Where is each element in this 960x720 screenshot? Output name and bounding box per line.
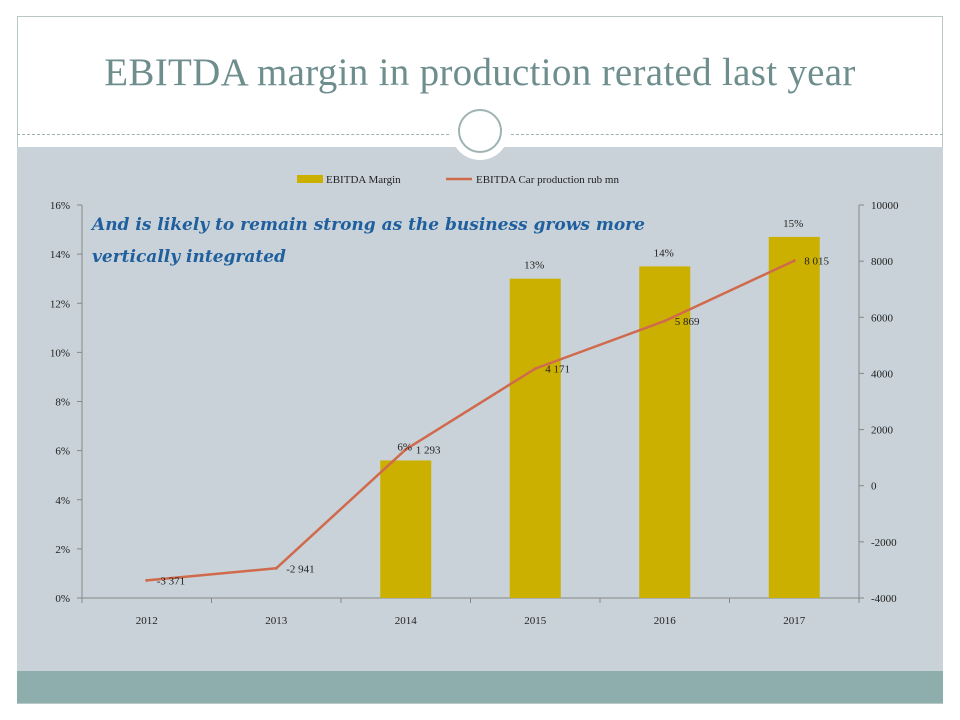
divider-ornament-ring [458, 109, 502, 153]
left-axis-tick-label: 10% [50, 347, 70, 359]
bars-layer [380, 236, 820, 598]
line-point-2012 [145, 578, 149, 582]
bar-2017 [768, 236, 820, 598]
right-axis-tick-label: 4000 [871, 368, 894, 380]
left-axis-tick-label: 0% [55, 593, 70, 605]
annotation: And is likely to remain strong as the bu… [90, 215, 645, 267]
right-axis-tick-label: -2000 [871, 537, 897, 549]
left-axis-tick-label: 12% [50, 298, 70, 310]
left-axis-tick-label: 2% [55, 544, 70, 556]
line-data-label: -2 941 [286, 563, 314, 575]
right-axis-tick-label: 8000 [871, 256, 894, 268]
bar-2015 [509, 278, 561, 598]
footer-band [17, 671, 943, 703]
left-axis-tick-label: 8% [55, 397, 70, 409]
slide-title: EBITDA margin in production rerated last… [104, 51, 856, 94]
legend-bar-swatch [297, 175, 323, 183]
right-axis-tick-label: 6000 [871, 312, 894, 324]
x-axis-tick-label: 2013 [265, 615, 288, 627]
line-data-label: 5 869 [675, 316, 700, 328]
line-point-2015 [533, 367, 537, 371]
line-point-2014 [404, 447, 408, 451]
left-axis-tick-label: 6% [55, 446, 70, 458]
annotation-line-2: vertically integrated [92, 247, 286, 267]
x-axis-tick-label: 2016 [654, 615, 677, 627]
axes-layer: 0% 2% 4% 6% 8% 10% 12% 14% 16% -4000 -2000 0 2000 400… [50, 200, 899, 627]
bar-2014 [380, 460, 432, 598]
right-axis-tick-label: 0 [871, 481, 877, 493]
line-data-label: 1 293 [416, 444, 441, 456]
line-point-2016 [663, 319, 667, 323]
x-axis-tick-label: 2014 [395, 615, 418, 627]
right-axis-tick-label: 10000 [871, 200, 899, 212]
bar-data-label: 14% [654, 247, 674, 259]
line-data-label: 8 015 [804, 256, 829, 268]
left-axis-tick-label: 4% [55, 495, 70, 507]
right-axis-tick-label: 2000 [871, 425, 894, 437]
data-labels-layer: 6% 13% 14% 15% -3 371 -2 941 1 293 4 171 5 869 8 … [157, 218, 830, 587]
x-axis-tick-label: 2017 [783, 615, 806, 627]
line-data-label: -3 371 [157, 575, 185, 587]
right-axis-tick-label: -4000 [871, 593, 897, 605]
line-data-label: 4 171 [545, 364, 570, 376]
legend: EBITDA Margin EBITDA Car production rub … [297, 174, 619, 186]
bar-data-label: 6% [397, 441, 412, 453]
bar-data-label: 15% [783, 218, 803, 230]
bar-data-label: 13% [524, 260, 544, 272]
line-point-2013 [274, 566, 278, 570]
left-axis-tick-label: 14% [50, 249, 70, 261]
line-point-2017 [792, 259, 796, 263]
left-axis-tick-label: 16% [50, 200, 70, 212]
line-layer [145, 259, 796, 582]
legend-bar-label: EBITDA Margin [326, 174, 401, 186]
x-axis-tick-label: 2012 [136, 615, 158, 627]
annotation-line-1: And is likely to remain strong as the bu… [90, 215, 645, 235]
line-series [146, 259, 795, 582]
x-axis-tick-label: 2015 [524, 615, 547, 627]
legend-line-label: EBITDA Car production rub mn [476, 174, 619, 186]
